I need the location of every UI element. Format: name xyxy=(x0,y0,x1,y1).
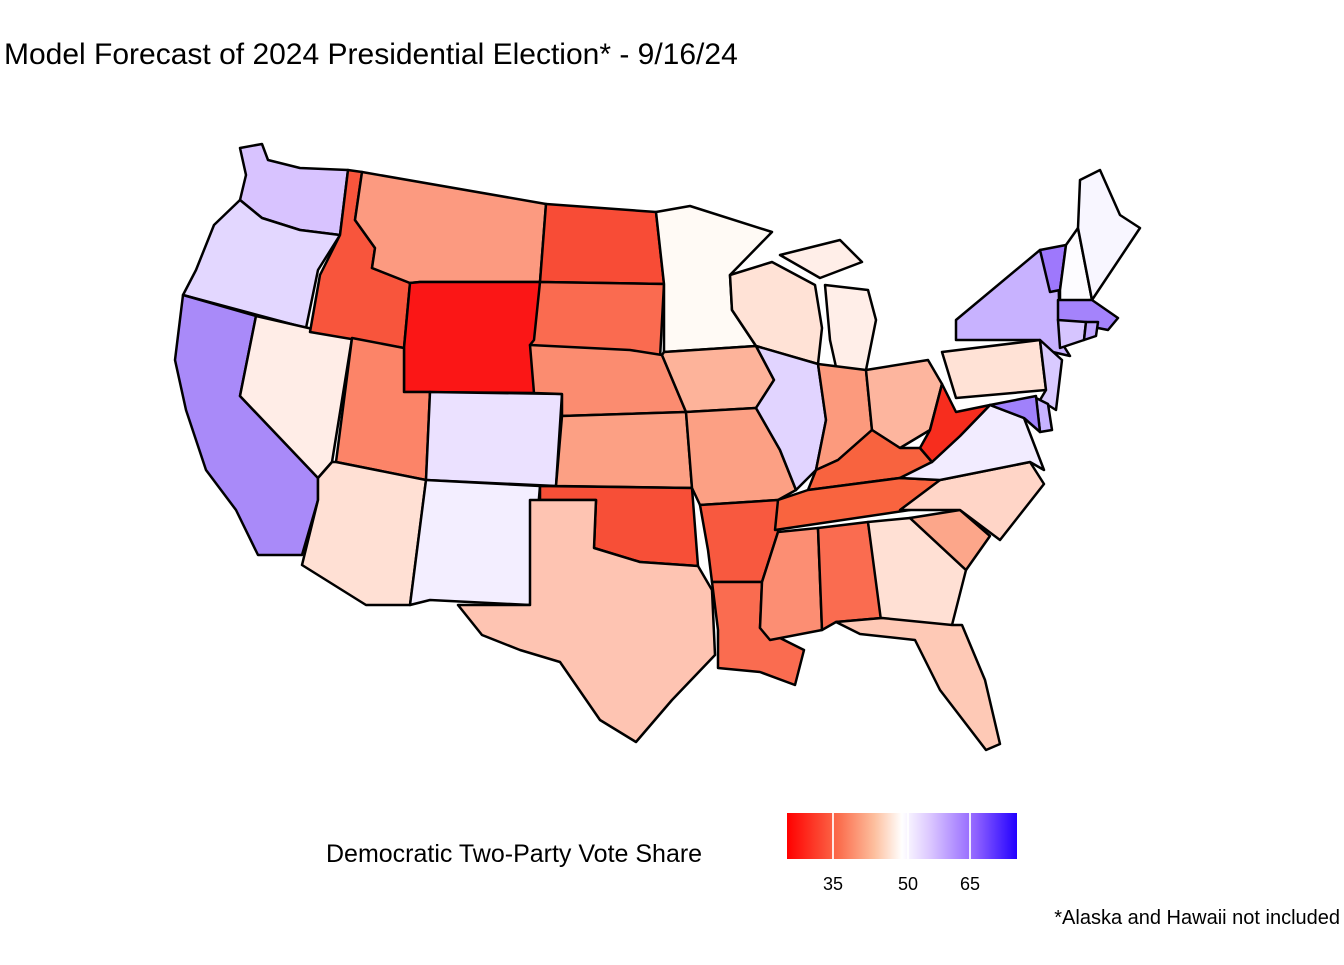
legend-tick-mark xyxy=(832,813,834,859)
state-pa xyxy=(940,338,1048,400)
footnote: *Alaska and Hawaii not included xyxy=(1054,907,1340,929)
state-wv xyxy=(918,382,992,464)
legend-tick-mark xyxy=(907,813,909,859)
state-wy xyxy=(402,280,542,395)
legend-title: Democratic Two-Party Vote Share xyxy=(326,840,703,868)
state-me xyxy=(1076,168,1142,302)
state-sc xyxy=(908,508,992,572)
legend-tick-label: 50 xyxy=(897,874,919,894)
state-mt xyxy=(353,170,548,285)
legend-tick-label: 35 xyxy=(822,874,844,894)
state-co xyxy=(424,390,564,488)
state-ks xyxy=(554,410,694,490)
state-ct xyxy=(1056,318,1088,350)
state-ga xyxy=(866,516,968,630)
state-wi xyxy=(728,260,824,366)
state-ri xyxy=(1082,320,1100,342)
legend-tick-mark xyxy=(969,813,971,859)
state-md xyxy=(988,394,1042,434)
legend-tick-label: 65 xyxy=(959,874,981,894)
state-fl xyxy=(834,616,1002,752)
state-or xyxy=(181,198,342,330)
state-tx xyxy=(456,498,717,744)
state-az xyxy=(300,460,428,607)
legend-color-bar xyxy=(787,813,1017,859)
state-nm xyxy=(408,478,542,607)
state-nd xyxy=(538,202,666,286)
map-title: Model Forecast of 2024 Presidential Elec… xyxy=(4,38,738,71)
